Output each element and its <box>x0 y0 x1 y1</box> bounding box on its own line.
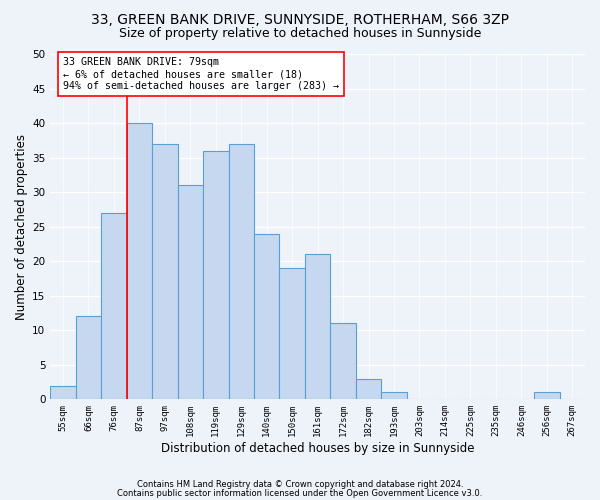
Text: Contains public sector information licensed under the Open Government Licence v3: Contains public sector information licen… <box>118 489 482 498</box>
Text: Contains HM Land Registry data © Crown copyright and database right 2024.: Contains HM Land Registry data © Crown c… <box>137 480 463 489</box>
Bar <box>178 185 203 400</box>
Bar <box>152 144 178 400</box>
Bar <box>229 144 254 400</box>
Bar <box>305 254 331 400</box>
Text: 33, GREEN BANK DRIVE, SUNNYSIDE, ROTHERHAM, S66 3ZP: 33, GREEN BANK DRIVE, SUNNYSIDE, ROTHERH… <box>91 12 509 26</box>
Bar <box>101 213 127 400</box>
Bar <box>381 392 407 400</box>
Bar <box>50 386 76 400</box>
Bar <box>356 378 381 400</box>
Bar <box>203 150 229 400</box>
Bar <box>254 234 280 400</box>
Bar <box>280 268 305 400</box>
Y-axis label: Number of detached properties: Number of detached properties <box>15 134 28 320</box>
Bar <box>127 123 152 400</box>
Text: 33 GREEN BANK DRIVE: 79sqm
← 6% of detached houses are smaller (18)
94% of semi-: 33 GREEN BANK DRIVE: 79sqm ← 6% of detac… <box>63 58 339 90</box>
Bar <box>76 316 101 400</box>
Text: Size of property relative to detached houses in Sunnyside: Size of property relative to detached ho… <box>119 28 481 40</box>
Bar <box>534 392 560 400</box>
X-axis label: Distribution of detached houses by size in Sunnyside: Distribution of detached houses by size … <box>161 442 475 455</box>
Bar <box>331 324 356 400</box>
